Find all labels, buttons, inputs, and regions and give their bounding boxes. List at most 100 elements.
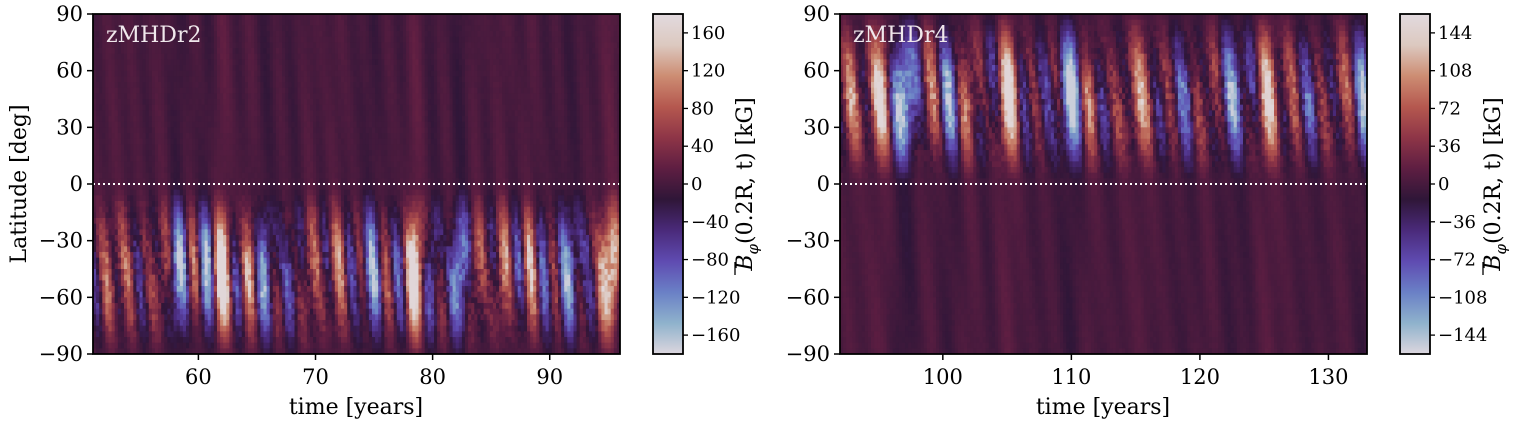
- heatmap-cell: [347, 223, 351, 230]
- heatmap-cell: [201, 263, 206, 270]
- heatmap-cell: [204, 348, 209, 354]
- heatmap-cell: [266, 121, 271, 128]
- heatmap-cell: [334, 104, 339, 111]
- heatmap-cell: [297, 320, 302, 327]
- heatmap-cell: [285, 189, 289, 196]
- heatmap-cell: [114, 99, 119, 106]
- heatmap-cell: [167, 291, 172, 298]
- heatmap-cell: [102, 348, 106, 354]
- heatmap-cell: [108, 195, 113, 202]
- heatmap-cell: [229, 280, 234, 287]
- heatmap-cell: [279, 348, 283, 354]
- heatmap-cell: [226, 110, 230, 117]
- heatmap-cell: [275, 235, 280, 242]
- heatmap-cell: [99, 48, 103, 55]
- heatmap-cell: [192, 65, 196, 72]
- heatmap-cell: [220, 116, 224, 123]
- heatmap-cell: [260, 274, 265, 281]
- heatmap-cell: [235, 93, 240, 100]
- heatmap-cell: [189, 269, 193, 276]
- heatmap-cell: [220, 25, 224, 32]
- heatmap-cell: [226, 82, 230, 89]
- heatmap-cell: [226, 201, 230, 208]
- heatmap-cell: [186, 246, 190, 253]
- heatmap-cell: [217, 59, 221, 66]
- heatmap-cell: [145, 348, 150, 354]
- heatmap-cell: [133, 36, 137, 43]
- heatmap-cell: [260, 286, 265, 293]
- heatmap-cell: [204, 42, 209, 49]
- heatmap-cell: [288, 178, 292, 185]
- heatmap-cell: [127, 133, 131, 140]
- heatmap-cell: [241, 42, 246, 49]
- heatmap-cell: [164, 87, 168, 94]
- heatmap-cell: [139, 104, 144, 111]
- heatmap-cell: [151, 178, 156, 185]
- heatmap-cell: [117, 25, 122, 32]
- heatmap-cell: [337, 76, 342, 83]
- heatmap-cell: [195, 342, 199, 349]
- heatmap-cell: [263, 82, 268, 89]
- heatmap-cell: [232, 65, 237, 72]
- heatmap-cell: [142, 195, 147, 202]
- heatmap-cell: [260, 252, 265, 259]
- heatmap-cell: [310, 104, 314, 111]
- heatmap-cell: [254, 53, 258, 60]
- heatmap-cell: [139, 229, 144, 236]
- heatmap-cell: [114, 206, 119, 213]
- heatmap-cell: [294, 36, 299, 43]
- heatmap-cell: [151, 42, 156, 49]
- heatmap-cell: [148, 201, 153, 208]
- heatmap-cell: [217, 286, 221, 293]
- heatmap-cell: [282, 274, 286, 281]
- heatmap-cell: [207, 257, 212, 264]
- heatmap-cell: [124, 161, 128, 168]
- heatmap-cell: [142, 133, 147, 140]
- heatmap-cell: [285, 337, 289, 344]
- heatmap-cell: [325, 25, 330, 32]
- heatmap-cell: [322, 252, 327, 259]
- heatmap-cell: [93, 167, 97, 174]
- heatmap-cell: [198, 314, 203, 321]
- heatmap-cell: [316, 104, 320, 111]
- heatmap-cell: [217, 82, 221, 89]
- heatmap-cell: [204, 252, 209, 259]
- heatmap-cell: [173, 116, 178, 123]
- heatmap-cell: [322, 31, 327, 38]
- heatmap-cell: [275, 25, 280, 32]
- heatmap-cell: [322, 14, 327, 21]
- heatmap-cell: [334, 240, 339, 247]
- heatmap-cell: [291, 76, 296, 83]
- heatmap-cell: [189, 138, 193, 145]
- heatmap-cell: [176, 297, 181, 304]
- heatmap-cell: [127, 93, 131, 100]
- heatmap-cell: [99, 116, 103, 123]
- heatmap-cell: [195, 127, 199, 134]
- heatmap-cell: [285, 286, 289, 293]
- heatmap-cell: [328, 212, 333, 219]
- heatmap-cell: [248, 48, 252, 55]
- heatmap-cell: [213, 87, 218, 94]
- heatmap-cell: [220, 240, 224, 247]
- heatmap-cell: [139, 342, 144, 349]
- heatmap-cell: [217, 178, 221, 185]
- heatmap-cell: [127, 42, 131, 49]
- heatmap-cell: [198, 127, 203, 134]
- heatmap-cell: [226, 31, 230, 38]
- heatmap-cell: [251, 93, 255, 100]
- heatmap-cell: [207, 308, 212, 315]
- heatmap-cell: [198, 178, 203, 185]
- heatmap-cell: [164, 235, 168, 242]
- heatmap-cell: [198, 65, 203, 72]
- heatmap-cell: [133, 65, 137, 72]
- heatmap-cell: [108, 246, 113, 253]
- heatmap-cell: [257, 65, 261, 72]
- heatmap-cell: [93, 14, 97, 21]
- heatmap-cell: [201, 280, 206, 287]
- heatmap-cell: [328, 240, 333, 247]
- heatmap-cell: [201, 150, 206, 157]
- heatmap-cell: [306, 178, 311, 185]
- heatmap-cell: [316, 82, 320, 89]
- heatmap-cell: [334, 263, 339, 270]
- heatmap-cell: [120, 110, 125, 117]
